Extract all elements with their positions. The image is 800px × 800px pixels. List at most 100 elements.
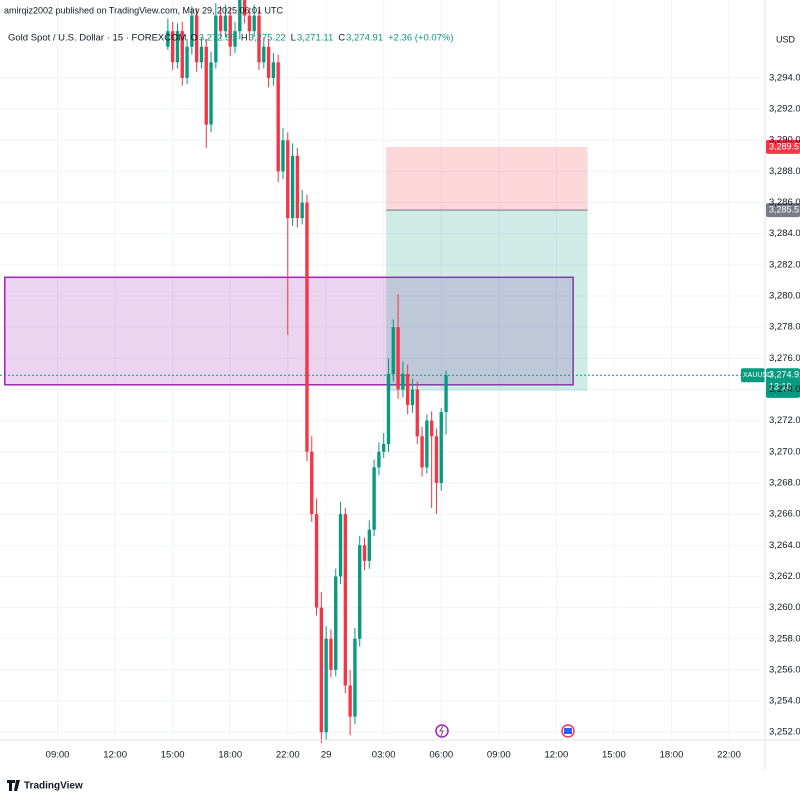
x-tick-label: 09:00	[46, 750, 70, 761]
candle-body	[367, 529, 371, 561]
candle-body	[319, 607, 324, 733]
y-tick-label: 3,292.00	[769, 104, 800, 115]
ohlc-value: 3,271.11	[297, 33, 333, 44]
y-tick-label: 3,258.00	[769, 633, 800, 644]
x-tick-label: 03:00	[372, 750, 396, 761]
candle-body	[290, 155, 295, 219]
candle-body	[338, 514, 343, 577]
candle-body	[343, 514, 348, 686]
candle-body	[271, 62, 276, 78]
candle-body	[396, 327, 400, 390]
y-tick-label: 3,260.00	[769, 602, 800, 613]
y-tick-label: 3,276.00	[769, 353, 800, 364]
ohlc-value: 3,272.55	[199, 33, 236, 44]
candle-body	[257, 15, 261, 63]
event-icon-bolt	[439, 725, 444, 737]
candle-body	[233, 31, 237, 47]
y-tick-label: 3,290.00	[769, 135, 800, 146]
y-tick-label: 3,280.00	[769, 291, 800, 302]
y-tick-label: 3,282.00	[769, 259, 800, 270]
grid	[0, 0, 765, 740]
overlay: 3,289.573,285.513,273.913,274.9113:10XAU…	[0, 139, 800, 398]
candle-body	[305, 202, 309, 452]
candle-body	[348, 685, 352, 717]
candle-body	[209, 62, 213, 125]
candle-body	[190, 15, 194, 47]
candle-body	[401, 373, 405, 390]
symbol-title: Gold Spot / U.S. Dollar · 15 · FOREXCOM	[8, 33, 187, 44]
candle-body	[386, 373, 391, 444]
y-tick-label: 3,262.00	[769, 571, 800, 582]
x-tick-label: 09:00	[487, 750, 511, 761]
stop-zone	[386, 146, 588, 211]
x-tick-label: 15:00	[161, 750, 185, 761]
target-zone	[386, 210, 588, 391]
candle-body	[382, 444, 386, 452]
countdown: 13:10	[769, 382, 792, 392]
y-tick-label: 3,288.00	[769, 166, 800, 177]
y-tick-label: 3,270.00	[769, 446, 800, 457]
flag-icon	[564, 728, 572, 734]
candle-body	[434, 436, 439, 483]
logo-text: TradingView	[24, 781, 83, 792]
x-tick-label: 06:00	[429, 750, 453, 761]
x-tick-label: 12:00	[103, 750, 127, 761]
candle-body	[218, 15, 223, 32]
candle-body	[175, 31, 180, 63]
logo-mark	[7, 780, 20, 791]
ticker-tag-bg	[741, 368, 765, 383]
ohlc-key: C	[338, 33, 345, 44]
candle-body	[429, 420, 434, 437]
candle-body	[377, 451, 381, 468]
ohlc-value: 3,274.91	[346, 33, 383, 44]
entry-label-bg	[766, 203, 800, 218]
candle-body	[410, 389, 415, 406]
candle-body	[300, 202, 304, 219]
x-tick-label: 18:00	[218, 750, 242, 761]
candle-body	[310, 451, 314, 515]
candle-body	[281, 140, 285, 172]
candle-body	[415, 389, 419, 437]
ohlc-key: H	[241, 33, 248, 44]
x-tick-label: 29	[321, 750, 332, 761]
ohlc-key: O	[190, 33, 197, 44]
candle-body	[170, 31, 175, 63]
y-tick-label: 3,266.00	[769, 509, 800, 520]
candle-body	[353, 638, 357, 717]
x-tick-label: 15:00	[602, 750, 626, 761]
ohlc-value: 3,275.22	[249, 33, 286, 44]
x-tick-label: 22:00	[717, 750, 741, 761]
y-tick-label: 3,278.00	[769, 322, 800, 333]
candles	[166, 0, 448, 744]
entry-label: 3,285.51	[769, 205, 800, 215]
candle-body	[204, 46, 208, 125]
candle-body	[214, 15, 218, 63]
candle-body	[228, 15, 232, 47]
y-tick-label: 3,252.00	[769, 727, 800, 738]
y-tick-label: 3,256.00	[769, 664, 800, 675]
candle-body	[425, 420, 429, 468]
candle-body	[391, 327, 395, 374]
candle-body	[238, 0, 242, 32]
candle-body	[247, 15, 252, 32]
candle-body	[286, 140, 290, 219]
candle-body	[194, 15, 199, 63]
stop-label-bg	[766, 139, 800, 154]
candle-body	[439, 412, 443, 483]
candle-body	[223, 15, 228, 32]
candle-body	[406, 373, 410, 406]
x-tick-label: 22:00	[276, 750, 300, 761]
y-tick-label: 3,268.00	[769, 477, 800, 488]
candle-body	[276, 62, 280, 172]
candle-body	[358, 545, 362, 639]
candle-body	[180, 31, 184, 78]
candle-body	[314, 514, 319, 608]
x-tick-label: 12:00	[544, 750, 568, 761]
price-badge: 3,274.91	[769, 370, 800, 380]
x-tick-label: 18:00	[660, 750, 684, 761]
candle-body	[199, 46, 204, 63]
y-tick-label: 3,254.00	[769, 696, 800, 707]
